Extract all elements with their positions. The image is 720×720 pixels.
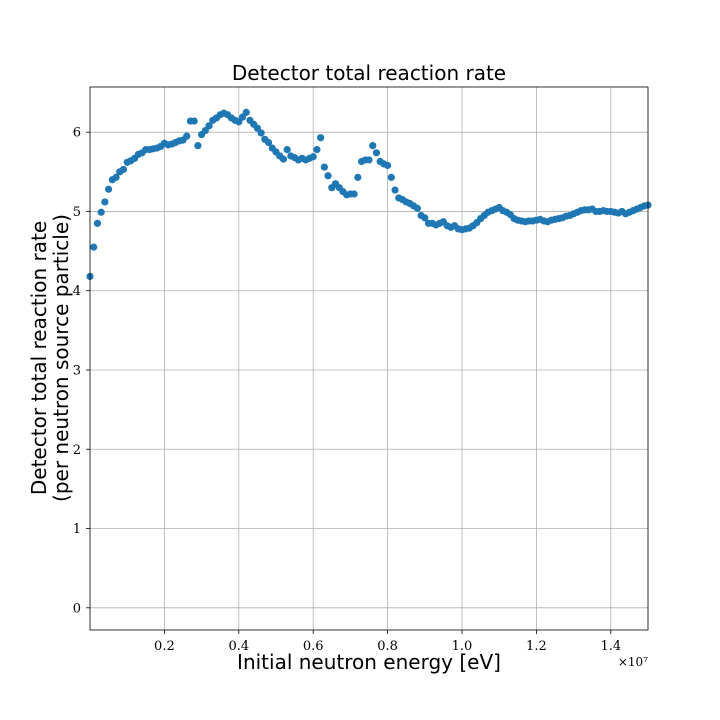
data-point bbox=[183, 132, 191, 140]
x-axis-label: Initial neutron energy [eV] bbox=[237, 650, 501, 674]
data-point bbox=[242, 108, 250, 116]
x-tick-label: 0.6 bbox=[303, 639, 324, 654]
y-axis-label-line-1: Detector total reaction rate bbox=[27, 221, 51, 495]
x-tick-label: 1.2 bbox=[526, 639, 547, 654]
data-points bbox=[86, 108, 652, 281]
data-point bbox=[205, 122, 213, 130]
data-point bbox=[93, 219, 102, 227]
y-tick-label: 4 bbox=[73, 284, 81, 299]
data-point bbox=[350, 190, 358, 198]
y-tick-label: 6 bbox=[73, 126, 81, 141]
data-point bbox=[384, 161, 392, 170]
data-point bbox=[112, 173, 120, 181]
x-tick-label: 1.0 bbox=[452, 639, 473, 654]
data-point bbox=[387, 173, 395, 181]
y-tick-label: 3 bbox=[73, 363, 81, 378]
data-point bbox=[391, 186, 399, 194]
grid-lines bbox=[90, 87, 648, 630]
data-point bbox=[372, 149, 381, 157]
y-ticks: 0 1 2 3 4 5 6 bbox=[73, 126, 90, 616]
data-point bbox=[365, 156, 373, 164]
data-point bbox=[279, 155, 288, 163]
data-point bbox=[101, 198, 109, 206]
x-tick-label: 1.4 bbox=[600, 639, 621, 654]
x-tick-label: 0.8 bbox=[377, 639, 398, 654]
y-axis-label-line-2: (per neutron source particle) bbox=[49, 214, 73, 502]
data-point bbox=[119, 165, 128, 174]
data-point bbox=[264, 138, 273, 147]
data-point bbox=[194, 142, 202, 150]
data-point bbox=[317, 134, 325, 142]
x-tick-label: 0.2 bbox=[154, 639, 175, 654]
data-point bbox=[309, 153, 317, 161]
data-point bbox=[413, 204, 421, 212]
x-axis-offset-label: ×10⁷ bbox=[618, 655, 648, 669]
data-point bbox=[283, 146, 291, 154]
chart-title: Detector total reaction rate bbox=[232, 61, 506, 85]
x-tick-label: 0.4 bbox=[228, 639, 249, 654]
y-tick-label: 0 bbox=[73, 601, 81, 616]
y-tick-label: 2 bbox=[73, 443, 81, 458]
data-point bbox=[257, 129, 265, 137]
data-point bbox=[421, 214, 429, 222]
data-point bbox=[97, 208, 105, 216]
plot-frame bbox=[89, 86, 649, 631]
data-point bbox=[369, 142, 377, 150]
data-point bbox=[105, 185, 113, 193]
y-tick-label: 5 bbox=[73, 205, 81, 220]
data-point bbox=[320, 163, 328, 171]
data-point bbox=[313, 146, 321, 154]
data-point bbox=[324, 172, 332, 180]
data-point bbox=[90, 243, 98, 251]
data-point bbox=[354, 173, 362, 181]
y-tick-label: 1 bbox=[73, 522, 81, 537]
data-point bbox=[190, 117, 198, 125]
x-ticks: 0.2 0.4 0.6 0.8 1.0 1.2 1.4 bbox=[154, 630, 621, 654]
